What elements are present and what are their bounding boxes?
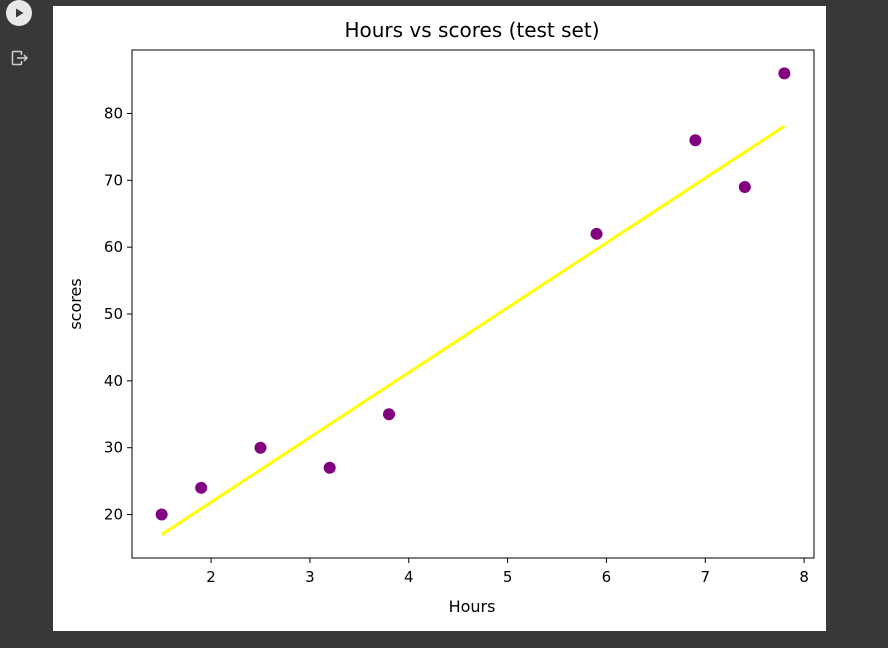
x-tick-label: 5 [503,568,513,586]
output-redirect-icon[interactable] [10,48,30,68]
data-point [778,67,791,80]
y-tick-label: 60 [104,238,123,256]
y-tick-label: 80 [104,105,123,123]
y-tick-label: 50 [104,305,123,323]
x-tick-label: 3 [305,568,315,586]
run-cell-button[interactable] [6,0,32,26]
regression-line [160,124,786,536]
cell-output: Hours vs scores (test set) 2 3 4 5 6 7 8 20 30 40… [53,6,826,631]
data-point [155,508,168,521]
x-tick-label: 8 [799,568,809,586]
play-icon [16,8,24,18]
data-point [738,181,751,194]
data-point [689,134,702,147]
y-tick-label: 40 [104,372,123,390]
data-point [382,408,395,421]
data-point [323,461,336,474]
x-axis-label: Hours [449,597,496,616]
y-axis-label: scores [66,278,85,329]
x-tick-label: 7 [701,568,711,586]
plot-frame [131,49,815,559]
y-tick-label: 70 [104,171,123,189]
cell-gutter [0,0,40,648]
data-point [195,481,208,494]
x-tick-label: 6 [602,568,612,586]
scatter-chart: Hours vs scores (test set) 2 3 4 5 6 7 8 20 30 40… [66,18,815,616]
x-tick-label: 4 [404,568,414,586]
chart-title: Hours vs scores (test set) [344,18,599,42]
data-point [590,227,603,240]
data-point [254,441,267,454]
y-tick-label: 20 [104,506,123,524]
y-tick-label: 30 [104,439,123,457]
x-tick-label: 2 [206,568,216,586]
